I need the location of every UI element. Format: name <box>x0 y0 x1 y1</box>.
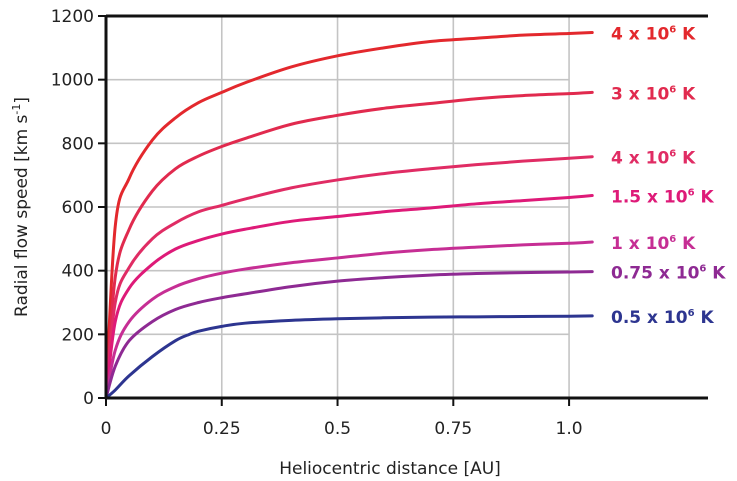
series-label: 1.5 x 106 K <box>611 188 714 208</box>
x-tick-labels: 0 0.25 0.5 0.75 1.0 <box>101 419 583 439</box>
y-tick-label: 0 <box>83 389 94 409</box>
y-axis-title: Radial flow speed [km s-1] <box>10 97 32 317</box>
axes <box>98 14 708 406</box>
series-line <box>104 314 594 400</box>
y-axis-title-main: Radial flow speed [km s <box>12 114 32 317</box>
series-line <box>104 155 594 400</box>
y-tick-label: 400 <box>62 262 94 282</box>
y-axis-title-sup: -1 <box>10 104 23 115</box>
x-axis-title: Heliocentric distance [AU] <box>279 459 501 479</box>
series-label: 1 x 106 K <box>611 234 696 254</box>
series-label: 0.5 x 106 K <box>611 308 714 328</box>
series-line <box>104 270 594 400</box>
y-tick-label: 800 <box>62 134 94 154</box>
y-tick-label: 200 <box>62 325 94 345</box>
y-axis-title-end: ] <box>12 97 32 104</box>
x-tick-label: 1.0 <box>556 419 583 439</box>
series-line <box>104 194 594 400</box>
series-line <box>104 240 594 400</box>
y-tick-label: 600 <box>62 198 94 218</box>
series-label: 0.75 x 106 K <box>611 264 726 284</box>
series-labels: 4 x 106 K 3 x 106 K 4 x 106 K 1.5 x 106 K 1 … <box>611 25 726 328</box>
series-line <box>104 90 594 400</box>
series-label: 3 x 106 K <box>611 84 696 104</box>
y-tick-label: 1000 <box>51 71 94 91</box>
x-tick-label: 0.5 <box>324 419 351 439</box>
series-label: 4 x 106 K <box>611 25 696 45</box>
series-label: 4 x 106 K <box>611 149 696 169</box>
x-tick-label: 0 <box>101 419 112 439</box>
series-lines <box>104 31 594 400</box>
series-line <box>104 31 594 400</box>
y-tick-labels: 0 200 400 600 800 1000 1200 <box>51 7 94 409</box>
x-tick-label: 0.75 <box>434 419 472 439</box>
x-tick-label: 0.25 <box>203 419 241 439</box>
y-tick-label: 1200 <box>51 7 94 27</box>
